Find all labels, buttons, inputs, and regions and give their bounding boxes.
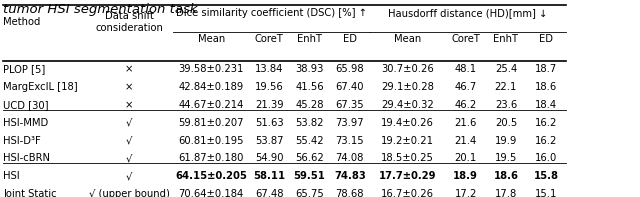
Text: 18.4: 18.4: [535, 100, 557, 110]
Text: 18.5±0.25: 18.5±0.25: [381, 153, 434, 164]
Text: 51.63: 51.63: [255, 118, 284, 128]
Text: ×: ×: [125, 82, 134, 92]
Text: 18.9: 18.9: [453, 171, 478, 181]
Text: EnhT: EnhT: [297, 34, 322, 44]
Text: 67.48: 67.48: [255, 189, 284, 197]
Text: MargExcIL [18]: MargExcIL [18]: [3, 82, 78, 92]
Text: √: √: [126, 136, 132, 146]
Text: Hausdorff distance (HD)[mm] ↓: Hausdorff distance (HD)[mm] ↓: [388, 8, 548, 19]
Text: CoreT: CoreT: [451, 34, 480, 44]
Text: 29.4±0.32: 29.4±0.32: [381, 100, 434, 110]
Text: 42.84±0.189: 42.84±0.189: [179, 82, 244, 92]
Text: Mean: Mean: [394, 34, 421, 44]
Text: ×: ×: [125, 100, 134, 110]
Text: 38.93: 38.93: [295, 64, 324, 74]
Text: 22.1: 22.1: [495, 82, 517, 92]
Text: 54.90: 54.90: [255, 153, 284, 164]
Text: 16.7±0.26: 16.7±0.26: [381, 189, 434, 197]
Text: 55.42: 55.42: [295, 136, 324, 146]
Text: 44.67±0.214: 44.67±0.214: [179, 100, 244, 110]
Text: √: √: [126, 118, 132, 128]
Text: Method: Method: [3, 17, 40, 27]
Text: 29.1±0.28: 29.1±0.28: [381, 82, 434, 92]
Text: ×: ×: [125, 64, 134, 74]
Text: 59.81±0.207: 59.81±0.207: [179, 118, 244, 128]
Text: 59.51: 59.51: [294, 171, 325, 181]
Text: HSI-cBRN: HSI-cBRN: [3, 153, 50, 164]
Text: 65.98: 65.98: [335, 64, 364, 74]
Text: 53.82: 53.82: [295, 118, 324, 128]
Text: 78.68: 78.68: [335, 189, 364, 197]
Text: EnhT: EnhT: [493, 34, 518, 44]
Text: 16.2: 16.2: [535, 118, 557, 128]
Text: 60.81±0.195: 60.81±0.195: [179, 136, 244, 146]
Text: 17.2: 17.2: [454, 189, 477, 197]
Text: 23.6: 23.6: [495, 100, 517, 110]
Text: 65.75: 65.75: [295, 189, 324, 197]
Text: HSI: HSI: [3, 171, 20, 181]
Text: 21.39: 21.39: [255, 100, 284, 110]
Text: ED: ED: [540, 34, 553, 44]
Text: 13.84: 13.84: [255, 64, 284, 74]
Text: HSI-MMD: HSI-MMD: [3, 118, 49, 128]
Text: 45.28: 45.28: [295, 100, 324, 110]
Text: Dice similarity coefficient (DSC) [%] ↑: Dice similarity coefficient (DSC) [%] ↑: [176, 8, 367, 19]
Text: 74.08: 74.08: [335, 153, 364, 164]
Text: 19.9: 19.9: [495, 136, 517, 146]
Text: 15.1: 15.1: [535, 189, 557, 197]
Text: 21.6: 21.6: [454, 118, 477, 128]
Text: 17.8: 17.8: [495, 189, 517, 197]
Text: 64.15±0.205: 64.15±0.205: [175, 171, 247, 181]
Text: 56.62: 56.62: [295, 153, 324, 164]
Text: 39.58±0.231: 39.58±0.231: [179, 64, 244, 74]
Text: 25.4: 25.4: [495, 64, 517, 74]
Text: 19.2±0.21: 19.2±0.21: [381, 136, 434, 146]
Text: 19.5: 19.5: [495, 153, 517, 164]
Text: 46.7: 46.7: [454, 82, 477, 92]
Text: Mean: Mean: [198, 34, 225, 44]
Text: √: √: [126, 153, 132, 164]
Text: UCD [30]: UCD [30]: [3, 100, 49, 110]
Text: 67.35: 67.35: [335, 100, 364, 110]
Text: 19.56: 19.56: [255, 82, 284, 92]
Text: CoreT: CoreT: [255, 34, 284, 44]
Text: Data shift
consideration: Data shift consideration: [95, 11, 163, 33]
Text: 19.4±0.26: 19.4±0.26: [381, 118, 434, 128]
Text: HSI-D³F: HSI-D³F: [3, 136, 41, 146]
Text: √ (upper bound): √ (upper bound): [89, 189, 170, 197]
Text: 18.7: 18.7: [535, 64, 557, 74]
Text: 21.4: 21.4: [454, 136, 477, 146]
Text: 16.0: 16.0: [535, 153, 557, 164]
Text: 70.64±0.184: 70.64±0.184: [179, 189, 244, 197]
Text: 58.11: 58.11: [253, 171, 285, 181]
Text: 20.5: 20.5: [495, 118, 517, 128]
Text: 15.8: 15.8: [534, 171, 559, 181]
Text: tumor HSI segmentation task: tumor HSI segmentation task: [3, 3, 198, 16]
Text: Joint Static: Joint Static: [3, 189, 57, 197]
Text: 74.83: 74.83: [334, 171, 365, 181]
Text: 17.7±0.29: 17.7±0.29: [379, 171, 436, 181]
Text: 48.1: 48.1: [454, 64, 477, 74]
Text: 41.56: 41.56: [295, 82, 324, 92]
Text: 46.2: 46.2: [454, 100, 477, 110]
Text: 18.6: 18.6: [493, 171, 518, 181]
Text: 53.87: 53.87: [255, 136, 284, 146]
Text: PLOP [5]: PLOP [5]: [3, 64, 45, 74]
Text: ED: ED: [343, 34, 356, 44]
Text: 61.87±0.180: 61.87±0.180: [179, 153, 244, 164]
Text: 73.15: 73.15: [335, 136, 364, 146]
Text: 20.1: 20.1: [454, 153, 477, 164]
Text: √: √: [126, 171, 132, 181]
Text: 16.2: 16.2: [535, 136, 557, 146]
Text: 67.40: 67.40: [335, 82, 364, 92]
Text: 18.6: 18.6: [535, 82, 557, 92]
Text: 30.7±0.26: 30.7±0.26: [381, 64, 434, 74]
Text: 73.97: 73.97: [335, 118, 364, 128]
